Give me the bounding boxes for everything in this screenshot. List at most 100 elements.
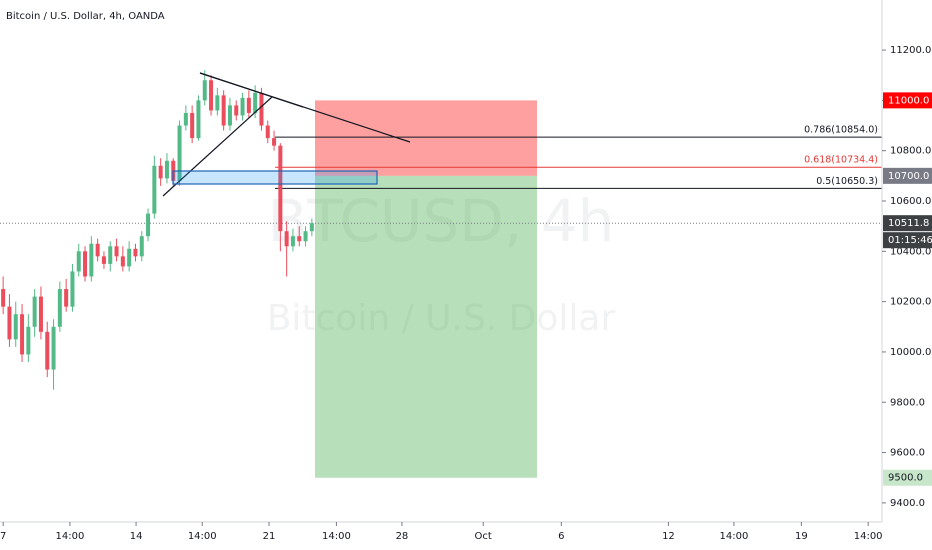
candle-body <box>221 95 226 126</box>
y-tick-label: 10800.0 <box>890 146 931 157</box>
candle-body <box>38 296 43 332</box>
price-tag-label: 10700.0 <box>888 171 929 182</box>
candle-body <box>1 289 6 307</box>
axes: 9400.0 9600.0 9800.0 10000.0 10200.0 10400.0 1… <box>0 45 932 542</box>
watermark-symbol: BTCUSD, 4h <box>268 187 615 255</box>
watermark-description: Bitcoin / U.S. Dollar <box>267 298 616 339</box>
x-tick-label: 14:00 <box>854 531 883 542</box>
candle-body <box>290 236 295 247</box>
target-zone <box>315 175 537 478</box>
y-tick-label: 10600.0 <box>890 196 931 207</box>
candle-body <box>83 251 88 277</box>
price-tag-label: 10511.8 <box>888 218 929 229</box>
candle-body <box>164 160 169 179</box>
x-tick-label: 14:00 <box>188 531 217 542</box>
candle-body <box>64 289 69 307</box>
x-tick-label: Oct <box>475 531 492 542</box>
candle-body <box>108 246 113 264</box>
candle-body <box>183 112 188 126</box>
drawings <box>162 72 411 197</box>
x-tick-label: 12 <box>662 531 675 542</box>
candle-body <box>139 236 144 257</box>
candle-body <box>196 100 201 139</box>
candle-body <box>95 243 100 257</box>
candle-body <box>89 243 94 277</box>
candle-body <box>253 92 258 113</box>
candle-body <box>114 246 119 257</box>
fib-label: 0.5(10650.3) <box>816 176 878 187</box>
x-tick-label: 19 <box>795 531 808 542</box>
fib-label: 0.786(10854.0) <box>804 125 878 136</box>
countdown-label: 01:15:46 <box>888 235 932 246</box>
x-tick-label: 6 <box>558 531 564 542</box>
candle-body <box>190 112 195 139</box>
candle-body <box>202 80 207 101</box>
y-tick-label: 11200.0 <box>890 45 931 56</box>
candle-body <box>133 248 138 257</box>
y-tick-label: 10000.0 <box>890 347 931 358</box>
trend-line <box>199 72 304 108</box>
chart-title: Bitcoin / U.S. Dollar, 4h, OANDA <box>6 11 165 22</box>
price-tag <box>883 92 932 109</box>
x-tick-label: 28 <box>396 531 409 542</box>
overlays: 0.786(10854.0) 0.618(10734.4) 0.5(10650.3) <box>0 100 882 478</box>
candle-body <box>51 326 56 370</box>
candle-body <box>158 165 163 179</box>
price-tag <box>883 167 932 184</box>
candle-body <box>215 95 220 111</box>
candle-body <box>227 105 232 126</box>
candle-body <box>309 223 314 232</box>
y-tick-label: 10200.0 <box>890 297 931 308</box>
candle-body <box>7 306 12 340</box>
watermark: BTCUSD, 4h Bitcoin / U.S. Dollar <box>267 187 616 339</box>
candle-body <box>152 165 157 214</box>
zone-rect <box>172 170 378 185</box>
trend-line <box>162 96 273 197</box>
candle-body <box>146 213 151 237</box>
x-tick-label: 14:00 <box>720 531 749 542</box>
candle-body <box>127 248 132 267</box>
y-tick-label: 9800.0 <box>890 397 925 408</box>
candle-body <box>70 271 75 307</box>
candle-body <box>259 92 264 126</box>
candle-body <box>209 80 214 111</box>
candle-body <box>284 231 289 247</box>
candles <box>1 70 314 390</box>
stop-zone <box>315 100 537 176</box>
candle-body <box>265 125 270 139</box>
candle-body <box>20 314 25 355</box>
countdown-tag <box>883 232 932 249</box>
candle-body <box>177 125 182 181</box>
candle-body <box>278 145 283 232</box>
candle-body <box>303 231 308 242</box>
y-tick-label: 10400.0 <box>890 246 931 257</box>
candle-body <box>297 236 302 242</box>
price-tag-label: 11000.0 <box>888 95 929 106</box>
candle-body <box>45 331 50 370</box>
price-tag-label: 9500.0 <box>888 473 923 484</box>
x-tick-label: 21 <box>263 531 276 542</box>
candle-body <box>246 97 251 113</box>
candle-body <box>101 256 106 264</box>
candle-body <box>32 296 37 327</box>
candle-body <box>240 97 245 116</box>
x-tick-label: 14:00 <box>322 531 351 542</box>
price-tag <box>883 469 932 486</box>
fib-label: 0.618(10734.4) <box>804 155 878 166</box>
candle-body <box>57 289 62 327</box>
x-tick-label: 7 <box>0 531 6 542</box>
candle-body <box>120 256 125 267</box>
candle-body <box>272 138 277 146</box>
candle-body <box>13 314 18 340</box>
candle-body <box>234 105 239 116</box>
x-tick-label: 14 <box>130 531 143 542</box>
price-tag <box>883 215 932 232</box>
candle-body <box>76 251 81 272</box>
y-tick-label: 9400.0 <box>890 498 925 509</box>
y-tick-label: 9600.0 <box>890 448 925 459</box>
candle-body <box>26 326 31 355</box>
x-tick-label: 14:00 <box>56 531 85 542</box>
